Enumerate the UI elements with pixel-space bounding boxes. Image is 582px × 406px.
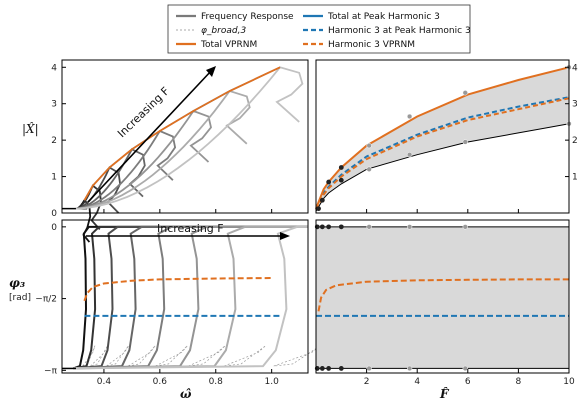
legend: Frequency Response φ_broad,3 Total VPRNM… <box>167 4 471 54</box>
x-tick-label: 6 <box>465 377 471 387</box>
x-tick-label: 0.8 <box>209 377 224 387</box>
marker-gray <box>366 365 372 372</box>
phase-curve <box>73 225 308 370</box>
increasing-f-label-bottom: Increasing F <box>157 222 224 235</box>
marker-gray <box>366 142 372 149</box>
phase-curve <box>73 225 308 370</box>
y-tick-label: 1 <box>572 173 578 183</box>
x-tick-label: 0.4 <box>97 377 112 387</box>
axes-frame <box>61 59 309 214</box>
marker-gray <box>406 224 413 230</box>
marker-dark <box>338 165 344 170</box>
plot-area <box>62 60 308 213</box>
marker-gray <box>462 139 468 145</box>
y-tick-label: 3 <box>572 100 578 110</box>
y-tick-label: 2 <box>51 136 57 146</box>
marker-dark <box>338 224 344 230</box>
y-label-top-left: |X̂| <box>22 121 39 136</box>
h3-vprnm-line <box>317 278 569 312</box>
marker-gray <box>366 166 372 172</box>
annotation-bottom-left: Increasing F <box>86 222 290 240</box>
x-label-bottom-right: F̂ <box>439 386 450 401</box>
y-tick-label: 0 <box>51 209 57 219</box>
panel-top-left: 0 1 2 3 4 <box>51 59 309 243</box>
phase-curve <box>73 225 308 370</box>
x-tick-label: 2 <box>364 377 370 387</box>
x-tick-label: 10 <box>563 377 575 387</box>
marker-dark <box>316 206 321 212</box>
marker-dark <box>326 179 332 185</box>
marker-dark <box>319 366 325 371</box>
y-tick-label: −π/2 <box>35 295 57 305</box>
frequency-response-curve <box>75 129 177 210</box>
marker-gray <box>462 224 468 230</box>
y-label-bottom-left: φ₃ <box>9 276 25 290</box>
y-tick-label: 3 <box>51 100 57 110</box>
h3-vprnm-line <box>83 277 272 302</box>
marker-dark <box>326 366 332 371</box>
phi-broad-loop <box>273 345 321 367</box>
legend-label-h3-vprnm: Harmonic 3 VPRNM <box>328 40 415 50</box>
increasing-f-arrow-top <box>87 69 213 203</box>
legend-label-h3-at-peak: Harmonic 3 at Peak Harmonic 3 <box>328 26 471 36</box>
legend-label-frequency-response: Frequency Response <box>201 12 294 22</box>
y-tick-label: 0 <box>51 223 57 233</box>
axes-frame <box>315 219 570 374</box>
phi-broad-loop <box>223 345 267 367</box>
panel-top-right: 1 2 3 4 <box>315 59 578 214</box>
y-tick-label: −π <box>44 366 58 376</box>
marker-dark <box>338 177 344 183</box>
phase-curve <box>73 225 308 370</box>
x-tick-label: 4 <box>414 377 420 387</box>
phi-broad-loop <box>106 345 129 367</box>
h3-at-peak-line <box>315 96 570 210</box>
phi-broad-loop <box>90 345 108 367</box>
phase-curve <box>73 225 308 370</box>
marker-dark <box>326 224 332 230</box>
panel-bottom-left: 0 −π/2 −π 0.4 0.6 0.8 1.0 <box>35 219 321 387</box>
legend-label-total-vprnm: Total VPRNM <box>200 40 257 50</box>
marker-dark <box>338 366 344 371</box>
frequency-response-curve <box>75 148 146 210</box>
marker-gray <box>406 113 413 120</box>
shaded-band <box>316 226 569 369</box>
phi-broad-loop <box>128 345 156 367</box>
y-tick-label: 4 <box>51 63 57 73</box>
phase-curve <box>72 225 308 370</box>
marker-gray <box>406 152 413 158</box>
x-tick-label: 0.6 <box>153 377 168 387</box>
x-tick-label: 1.0 <box>264 377 279 387</box>
phi-broad-loop <box>155 345 188 367</box>
y-label-bottom-left-unit: [rad] <box>9 293 31 303</box>
marker-gray <box>462 90 468 96</box>
frequency-response-curve <box>75 109 212 210</box>
marker-gray <box>462 365 468 372</box>
marker-gray <box>406 365 413 372</box>
axes-frame <box>61 219 309 374</box>
axes-frame <box>315 59 570 214</box>
frequency-response-curve <box>75 66 304 210</box>
shaded-band <box>316 67 569 212</box>
y-tick-label: 4 <box>572 63 578 73</box>
y-tick-label: 2 <box>572 136 578 146</box>
panel-bottom-right: 2 4 6 8 10 <box>314 219 575 387</box>
increasing-f-arrowhead-bottom <box>280 232 290 240</box>
h3-vprnm-line <box>315 97 570 210</box>
marker-dark <box>319 224 325 230</box>
legend-label-phi-broad: φ_broad,3 <box>201 26 246 36</box>
phase-curve <box>73 225 308 370</box>
increasing-f-arrowhead-top <box>206 66 216 77</box>
marker-dark <box>319 197 325 203</box>
legend-label-total-at-peak: Total at Peak Harmonic 3 <box>327 12 440 22</box>
x-label-bottom-left: ω̂ <box>180 387 192 401</box>
x-tick-label: 8 <box>516 377 522 387</box>
frequency-response-curve <box>75 89 251 210</box>
marker-gray <box>366 224 372 230</box>
y-tick-label: 1 <box>51 173 57 183</box>
phi-broad-loop <box>188 345 226 367</box>
phase-curve <box>73 225 308 370</box>
